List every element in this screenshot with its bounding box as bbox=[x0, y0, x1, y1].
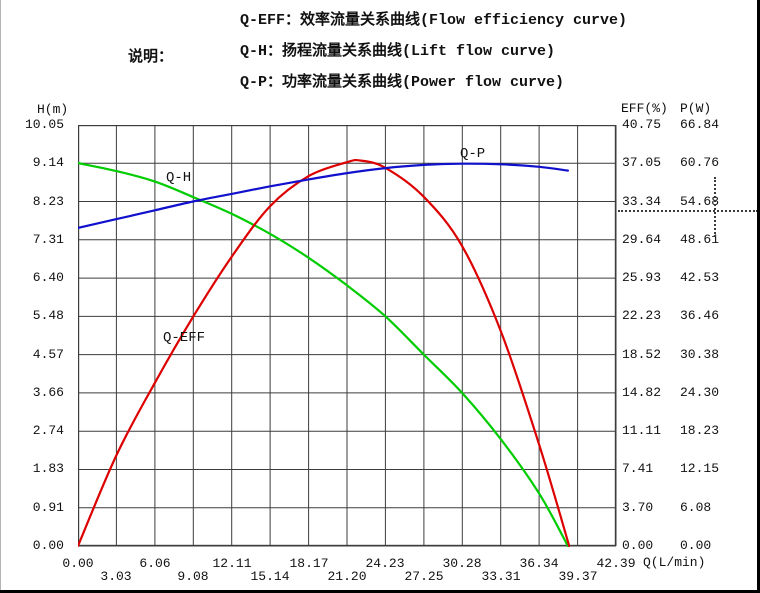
y-tick-eff: 0.00 bbox=[622, 538, 654, 553]
x-tick: 6.06 bbox=[139, 556, 171, 571]
y-tick-h: 3.66 bbox=[32, 385, 64, 400]
y-axis-eff-title: EFF(%) bbox=[621, 101, 668, 116]
x-tick: 36.34 bbox=[519, 556, 559, 571]
y-axis-power-title: P(W) bbox=[680, 101, 712, 116]
y-tick-p: 42.53 bbox=[680, 270, 720, 285]
y-tick-h: 10.05 bbox=[24, 117, 64, 132]
curve-q-p bbox=[78, 162, 569, 229]
y-tick-h: 4.57 bbox=[32, 347, 64, 362]
y-tick-eff: 29.64 bbox=[622, 232, 662, 247]
y-tick-p: 54.68 bbox=[680, 194, 720, 209]
x-tick: 15.14 bbox=[250, 569, 290, 584]
x-axis-title: Q(L/min) bbox=[643, 555, 706, 570]
image-border-right bbox=[757, 0, 760, 593]
y-tick-eff: 3.70 bbox=[622, 500, 654, 515]
y-tick-p: 6.08 bbox=[680, 500, 712, 515]
y-tick-eff: 7.41 bbox=[622, 461, 654, 476]
x-tick: 30.28 bbox=[442, 556, 482, 571]
legend-intro-label: 说明： bbox=[128, 49, 174, 66]
y-tick-p: 18.23 bbox=[680, 423, 720, 438]
y-tick-eff: 22.23 bbox=[622, 308, 662, 323]
x-tick: 27.25 bbox=[404, 569, 444, 584]
y-tick-h: 6.40 bbox=[32, 270, 64, 285]
y-tick-h: 0.00 bbox=[32, 538, 64, 553]
plot-border bbox=[78, 125, 617, 547]
x-tick: 3.03 bbox=[100, 569, 132, 584]
rated-point-dashed-line-horizontal bbox=[618, 210, 758, 212]
curve-q-eff bbox=[78, 158, 571, 547]
x-tick: 24.23 bbox=[365, 556, 405, 571]
y-tick-p: 12.15 bbox=[680, 461, 720, 476]
y-tick-eff: 11.11 bbox=[622, 423, 662, 438]
y-tick-p: 30.38 bbox=[680, 347, 720, 362]
legend-line-q-p: Q-P：功率流量关系曲线(Power flow curve) bbox=[240, 74, 565, 91]
curve-label-q-p: Q-P bbox=[460, 146, 486, 162]
y-tick-h: 2.74 bbox=[32, 423, 64, 438]
x-tick: 33.31 bbox=[481, 569, 521, 584]
y-tick-eff: 14.82 bbox=[622, 385, 662, 400]
rated-point-dashed-line-vertical bbox=[714, 177, 716, 237]
curve-label-q-h: Q-H bbox=[166, 170, 192, 186]
y-tick-eff: 40.75 bbox=[622, 117, 662, 132]
curve-q-h bbox=[78, 162, 569, 547]
y-tick-h: 9.14 bbox=[32, 155, 64, 170]
y-tick-eff: 25.93 bbox=[622, 270, 662, 285]
x-tick: 21.20 bbox=[327, 569, 367, 584]
y-tick-h: 1.83 bbox=[32, 461, 64, 476]
y-tick-h: 5.48 bbox=[32, 308, 64, 323]
x-tick: 39.37 bbox=[558, 569, 598, 584]
y-tick-eff: 33.34 bbox=[622, 194, 662, 209]
y-tick-p: 66.84 bbox=[680, 117, 720, 132]
y-tick-p: 60.76 bbox=[680, 155, 720, 170]
x-tick: 18.17 bbox=[289, 556, 329, 571]
legend-line-q-eff: Q-EFF：效率流量关系曲线(Flow efficiency curve) bbox=[240, 12, 628, 29]
y-tick-h: 7.31 bbox=[32, 232, 64, 247]
x-tick: 9.08 bbox=[177, 569, 209, 584]
x-tick: 42.39 bbox=[596, 556, 636, 571]
image-border-left bbox=[0, 0, 1, 593]
image-border-bottom bbox=[0, 590, 760, 593]
y-tick-eff: 18.52 bbox=[622, 347, 662, 362]
y-tick-h: 8.23 bbox=[32, 194, 64, 209]
y-tick-p: 0.00 bbox=[680, 538, 712, 553]
y-tick-eff: 37.05 bbox=[622, 155, 662, 170]
y-tick-p: 36.46 bbox=[680, 308, 720, 323]
x-tick: 12.11 bbox=[212, 556, 252, 571]
y-axis-left-title: H(m) bbox=[37, 102, 69, 117]
x-tick: 0.00 bbox=[62, 556, 94, 571]
y-tick-h: 0.91 bbox=[32, 500, 64, 515]
legend-line-q-h: Q-H：扬程流量关系曲线(Lift flow curve) bbox=[240, 43, 556, 60]
y-tick-p: 24.30 bbox=[680, 385, 720, 400]
curve-label-q-eff: Q-EFF bbox=[163, 330, 206, 346]
plot-area bbox=[78, 125, 617, 547]
y-tick-p: 48.61 bbox=[680, 232, 720, 247]
